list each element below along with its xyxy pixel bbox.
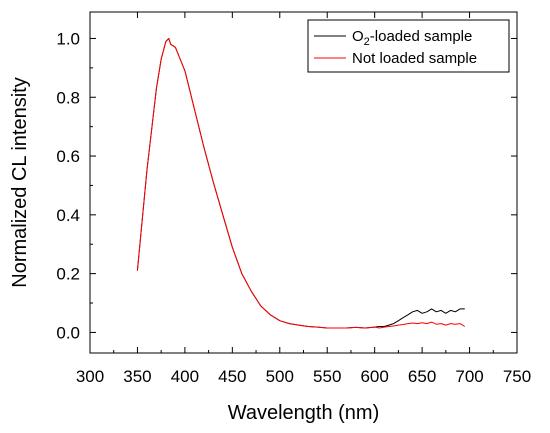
y-tick-label: 0.6 xyxy=(56,147,80,166)
x-tick-label: 500 xyxy=(266,367,294,386)
series-line-1 xyxy=(136,38,465,329)
x-tick-label: 600 xyxy=(360,367,388,386)
y-tick-label: 0.8 xyxy=(56,88,80,107)
x-tick-label: 400 xyxy=(171,367,199,386)
x-tick-label: 650 xyxy=(408,367,436,386)
x-tick-label: 300 xyxy=(76,367,104,386)
x-axis-title: Wavelength (nm) xyxy=(228,402,380,424)
y-tick-label: 0.0 xyxy=(56,323,80,342)
x-tick-label: 750 xyxy=(503,367,531,386)
y-axis-title: Normalized CL intensity xyxy=(9,77,31,287)
x-tick-label: 550 xyxy=(313,367,341,386)
y-axis: 0.0 0.2 0.4 0.6 0.8 1.0 xyxy=(56,29,517,342)
x-tick-label: 450 xyxy=(218,367,246,386)
legend: O2-loaded sample Not loaded sample xyxy=(307,19,510,73)
legend-label: O2-loaded sample xyxy=(352,28,472,48)
series-line-2 xyxy=(136,38,466,329)
series-layer xyxy=(136,38,466,329)
y-tick-label: 0.2 xyxy=(56,265,80,284)
x-axis: 300 350 400 450 500 550 600 650 700 750 xyxy=(76,12,531,386)
x-tick-label: 700 xyxy=(455,367,483,386)
y-tick-label: 1.0 xyxy=(56,29,80,48)
x-tick-label: 350 xyxy=(123,367,151,386)
legend-box xyxy=(307,19,510,73)
y-tick-label: 0.4 xyxy=(56,206,80,225)
legend-label: Not loaded sample xyxy=(352,50,477,67)
